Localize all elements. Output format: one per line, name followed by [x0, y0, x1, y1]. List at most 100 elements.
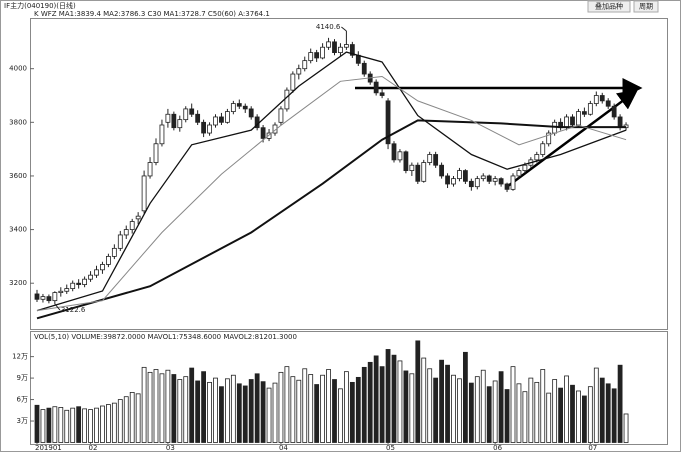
volume-bar: [349, 381, 355, 443]
candle-body: [403, 151, 409, 171]
candle-body: [177, 119, 183, 129]
volume-bar: [605, 383, 611, 443]
candle-body: [338, 46, 343, 53]
volume-bar: [367, 361, 373, 443]
volume-bar: [141, 366, 147, 443]
volume-tick-label: 9万: [17, 374, 28, 382]
volume-tick-label: 12万: [12, 353, 28, 361]
toolbar-button[interactable]: [587, 0, 631, 13]
candle-body: [504, 183, 510, 190]
candle-body: [457, 170, 462, 180]
volume-bar: [332, 379, 337, 443]
volume-bar: [355, 376, 361, 443]
candle-body: [343, 44, 349, 48]
candle-body: [40, 296, 46, 300]
candle-body: [278, 108, 284, 123]
volume-bar: [439, 359, 445, 443]
candle-body: [129, 221, 135, 230]
indicator-header: K WFZ MA1:3839.4 MA2:3786.3 C30 MA1:3728…: [34, 10, 270, 18]
volume-bar: [540, 369, 546, 443]
candle-body: [52, 292, 58, 302]
candle-body: [64, 288, 70, 292]
toolbar-button[interactable]: [633, 0, 659, 13]
volume-bar: [58, 407, 64, 443]
candle-body: [296, 68, 302, 75]
volume-bar: [373, 355, 379, 443]
candle-body: [111, 247, 117, 257]
candle-body: [605, 100, 611, 107]
candle-body: [421, 162, 427, 182]
volume-bar: [593, 367, 599, 443]
volume-bar: [183, 376, 189, 443]
volume-bar: [159, 373, 165, 443]
volume-bar: [564, 375, 569, 443]
volume-bar: [504, 389, 510, 443]
volume-bar: [266, 387, 272, 443]
high-pointer: [341, 26, 347, 32]
candle-body: [213, 116, 218, 126]
volume-bar: [302, 368, 308, 443]
candle-body: [58, 290, 64, 294]
candle-body: [534, 154, 540, 161]
candle-body: [564, 116, 569, 129]
volume-bar: [570, 384, 575, 443]
volume-bar: [528, 377, 534, 443]
candle-body: [195, 113, 201, 123]
volume-bar: [248, 379, 254, 443]
volume-bar: [189, 367, 195, 443]
high-annotation: 4140.6: [316, 23, 341, 31]
candle-body: [207, 124, 212, 134]
volume-bar: [177, 379, 183, 443]
volume-bar: [576, 390, 581, 443]
candle-body: [385, 100, 391, 145]
volume-bar: [492, 380, 498, 443]
volume-bar: [260, 381, 266, 443]
candle-body: [219, 116, 224, 123]
candle-body: [224, 111, 230, 123]
candle-body: [593, 95, 599, 104]
volume-bar: [82, 408, 87, 443]
volume-bar: [117, 399, 123, 443]
candle-body: [474, 178, 480, 188]
low-pointer: [54, 303, 61, 311]
volume-bar: [320, 374, 326, 443]
candle-body: [582, 111, 587, 115]
candle-body: [433, 154, 439, 166]
candle-body: [70, 282, 76, 289]
volume-header: VOL(5,10) VOLUME:39872.0000 MAVOL1:75348…: [34, 333, 297, 341]
volume-bar: [462, 351, 468, 443]
candle-body: [522, 164, 528, 171]
volume-bar: [415, 340, 421, 443]
candle-body: [123, 229, 129, 236]
volume-bar: [284, 366, 290, 443]
candle-body: [498, 178, 504, 185]
volume-bar: [242, 385, 248, 443]
candle-body: [141, 175, 147, 212]
volume-bar: [308, 374, 314, 443]
volume-bar: [213, 377, 218, 443]
volume-bar: [409, 373, 415, 443]
volume-bar: [510, 366, 516, 443]
volume-bar: [40, 409, 46, 443]
toolbar-label[interactable]: 周期: [639, 3, 653, 11]
toolbar-label[interactable]: 叠加品种: [595, 2, 623, 11]
candle-body: [540, 143, 546, 155]
candle-body: [100, 264, 105, 271]
volume-bar: [534, 381, 540, 443]
y-tick-label: 3800: [9, 118, 27, 126]
candle-body: [94, 269, 99, 276]
volume-bar: [195, 380, 201, 443]
volume-bar: [587, 386, 593, 443]
volume-bar: [326, 369, 331, 443]
candle-body: [88, 274, 93, 280]
volume-bar: [546, 392, 552, 443]
price-panel: [30, 18, 668, 330]
volume-bar: [46, 407, 52, 443]
x-tick-label: 201901: [35, 444, 62, 452]
candle-body: [546, 132, 552, 145]
candle-body: [171, 113, 177, 129]
candle-body: [427, 154, 433, 163]
candle-body: [308, 52, 314, 62]
candle-body: [230, 103, 236, 112]
